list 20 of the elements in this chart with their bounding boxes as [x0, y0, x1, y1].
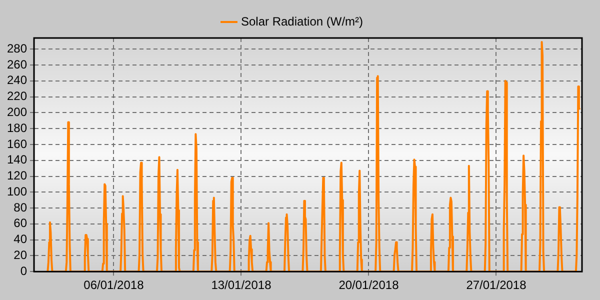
y-tick-label: 40	[14, 232, 28, 246]
y-tick-label: 260	[6, 57, 28, 72]
y-tick-label: 240	[6, 73, 28, 88]
y-tick-label: 180	[6, 120, 28, 135]
y-tick-label: 280	[6, 41, 28, 56]
y-tick-label: 0	[20, 264, 28, 278]
x-tick-label: 27/01/2018	[466, 278, 527, 292]
y-tick-label: 200	[6, 105, 28, 119]
y-tick-label: 140	[6, 152, 28, 167]
y-tick-label: 80	[14, 200, 28, 214]
y-tick-label: 60	[14, 216, 28, 230]
y-tick-label: 160	[6, 136, 28, 151]
x-tick-label: 20/01/2018	[338, 278, 400, 292]
legend-label: Solar Radiation (W/m²)	[240, 14, 364, 28]
y-tick-label: 220	[6, 89, 28, 104]
y-tick-label: 100	[6, 184, 28, 198]
x-tick-label: 13/01/2018	[211, 278, 272, 292]
y-tick-label: 120	[6, 168, 28, 183]
y-tick-label: 20	[14, 248, 28, 262]
x-tick-label: 06/01/2018	[84, 278, 144, 292]
